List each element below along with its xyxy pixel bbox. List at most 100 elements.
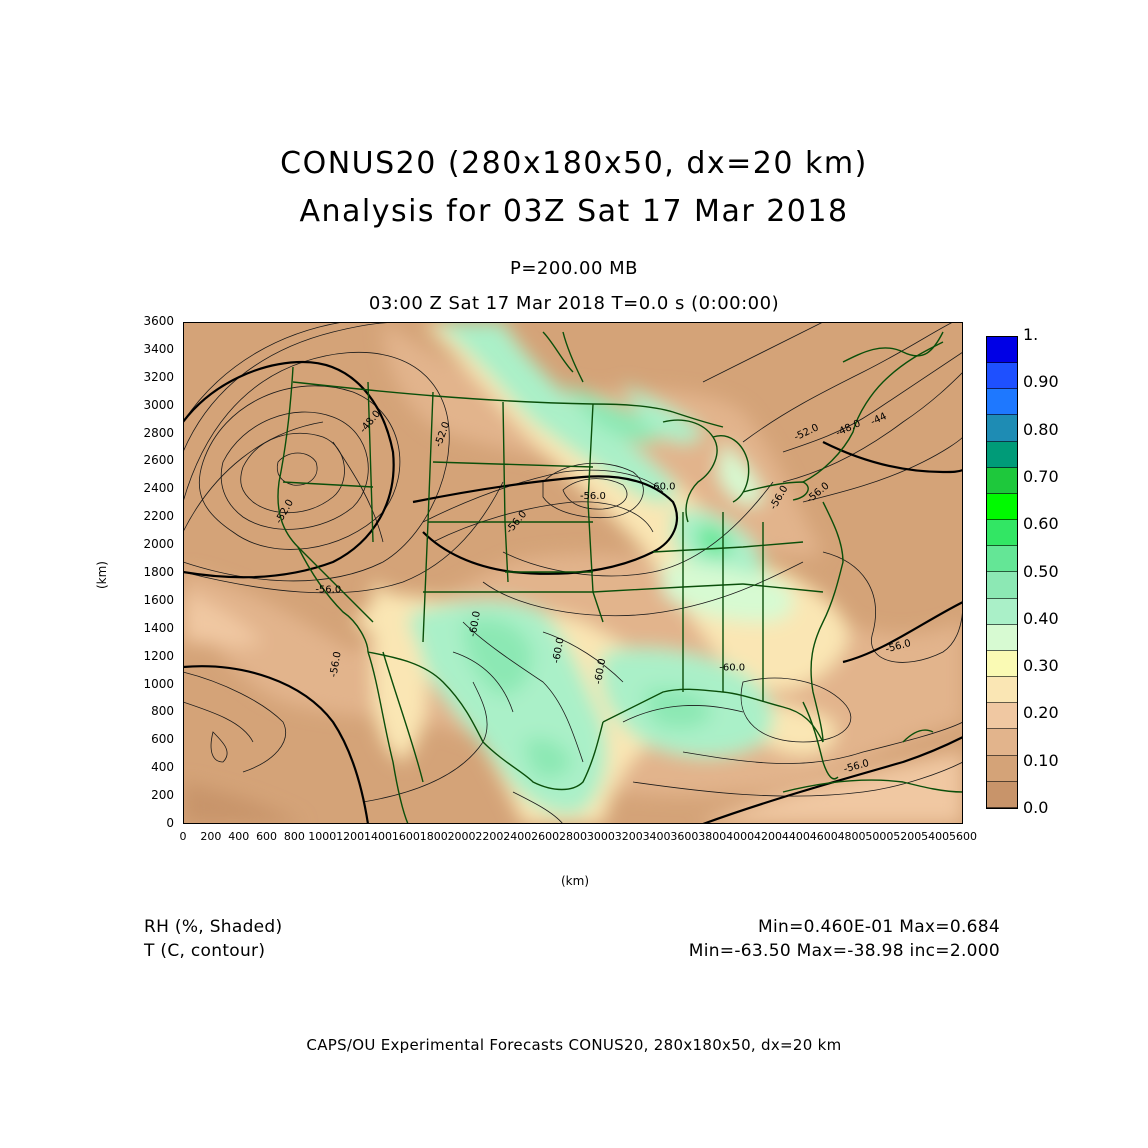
x-tick-label: 4200 [754, 830, 782, 843]
y-tick-label: 2600 [143, 453, 174, 468]
x-tick-label: 200 [200, 830, 222, 843]
y-tick-label: 2200 [143, 509, 174, 524]
y-tick-label: 1000 [143, 676, 174, 691]
x-tick-label: 2200 [475, 830, 504, 843]
title-line2: Analysis for 03Z Sat 17 Mar 2018 [299, 194, 849, 229]
contour-label: -60.0 [593, 658, 608, 685]
x-tick-label: 0 [179, 830, 187, 843]
y-tick-label: 3000 [143, 397, 174, 412]
x-tick-label: 1800 [419, 830, 448, 843]
pressure-level: P=200.00 MB [509, 258, 639, 279]
x-tick-label: 5600 [949, 830, 977, 843]
colorbar-swatch [987, 729, 1017, 756]
y-tick-label: 1200 [143, 648, 174, 663]
y-tick-label: 0 [166, 816, 174, 830]
colorbar-swatch [987, 650, 1017, 678]
colorbar-swatch [987, 363, 1017, 390]
contour-label: -56.0 [328, 651, 343, 678]
rh-colorbar [986, 336, 1018, 809]
colorbar-label: 0.20 [1023, 703, 1059, 723]
colorbar-label: 0.30 [1023, 656, 1059, 676]
y-tick-label: 3400 [143, 341, 174, 356]
colorbar-swatch [987, 781, 1017, 808]
contour-label: -56.0 [580, 491, 606, 502]
colorbar-swatch [987, 572, 1017, 599]
y-axis-label: (km) [95, 560, 110, 590]
y-tick-label: 3600 [143, 314, 174, 328]
valid-time: 03:00 Z Sat 17 Mar 2018 T=0.0 s (0:00:00… [368, 293, 780, 314]
x-tick-label: 3800 [698, 830, 727, 843]
colorbar-swatch [987, 415, 1017, 442]
x-tick-label: 4600 [809, 830, 838, 843]
colorbar-label: 0.80 [1023, 419, 1059, 439]
temperature-contours [183, 322, 963, 824]
y-tick-label: 800 [151, 704, 174, 719]
x-axis-label: (km) [561, 874, 590, 888]
footer-credit: CAPS/OU Experimental Forecasts CONUS20, … [306, 1036, 842, 1054]
colorbar-swatch [987, 467, 1017, 494]
colorbar-label: 0.70 [1023, 466, 1059, 486]
colorbar-swatch [987, 520, 1017, 547]
x-tick-label: 1600 [391, 830, 420, 843]
colorbar-label: 0.0 [1023, 798, 1049, 817]
colorbar-swatch [987, 755, 1017, 782]
bold-contours [183, 360, 963, 824]
x-tick-label: 2000 [447, 830, 476, 843]
x-tick-label: 4800 [837, 830, 866, 843]
colorbar-swatch [987, 389, 1017, 416]
y-tick-label: 600 [151, 732, 174, 747]
y-tick-label: 2000 [143, 537, 174, 552]
geographic-boundaries [277, 331, 963, 824]
x-tick-label: 2800 [559, 830, 587, 843]
colorbar-label: 1. [1023, 325, 1039, 344]
colorbar-swatch [987, 337, 1017, 364]
x-tick-label: 1200 [336, 830, 365, 843]
x-tick-label: 600 [256, 830, 278, 843]
colorbar-swatch [987, 624, 1017, 651]
y-tick-label: 2800 [143, 425, 174, 440]
x-tick-label: 3200 [614, 830, 643, 843]
colorbar-label: 0.60 [1023, 514, 1059, 534]
t-stats: Min=-63.50 Max=-38.98 inc=2.000 [688, 941, 1000, 961]
colorbar-swatch [987, 546, 1017, 573]
contour-label: -60.0 [719, 663, 745, 674]
y-tick-label: 2400 [143, 481, 174, 496]
colorbar-swatch [987, 703, 1017, 730]
contour-label: -60.0 [551, 637, 566, 664]
x-tick-label: 4400 [781, 830, 810, 843]
x-tick-label: 5000 [865, 830, 894, 843]
y-tick-label: 3200 [143, 369, 174, 384]
x-tick-label: 3600 [670, 830, 699, 843]
rh-field-label: RH (%, Shaded) [144, 917, 283, 937]
colorbar-label: 0.10 [1023, 750, 1059, 770]
y-tick-label: 200 [151, 788, 174, 803]
x-tick-label: 800 [283, 830, 305, 843]
rh-shading [183, 322, 963, 824]
x-tick-label: 4000 [726, 830, 755, 843]
title-line1: CONUS20 (280x180x50, dx=20 km) [280, 146, 868, 181]
contour-label: -60.0 [650, 481, 676, 492]
x-tick-label: 1400 [364, 830, 392, 843]
x-tick-label: 2400 [503, 830, 532, 843]
y-tick-label: 1800 [143, 565, 174, 579]
colorbar-swatch [987, 441, 1017, 468]
x-tick-label: 3400 [642, 830, 671, 843]
contour-label: -56.0 [315, 585, 341, 596]
contour-label: -60.0 [468, 610, 483, 637]
colorbar-swatch [987, 598, 1017, 625]
y-tick-label: 1600 [143, 592, 174, 607]
x-tick-label: 1000 [308, 830, 337, 843]
colorbar-swatch [987, 677, 1017, 704]
colorbar-label: 0.40 [1023, 608, 1059, 628]
t-field-label: T (C, contour) [144, 941, 266, 961]
x-tick-label: 2600 [531, 830, 560, 843]
x-tick-label: 400 [228, 830, 250, 843]
y-tick-label: 400 [151, 760, 174, 775]
colorbar-swatch [987, 493, 1017, 521]
rh-stats: Min=0.460E-01 Max=0.684 [758, 917, 1000, 937]
x-tick-label: 3000 [586, 830, 615, 843]
x-tick-label: 5400 [921, 830, 950, 843]
map-frame [183, 322, 963, 824]
colorbar-label: 0.50 [1023, 561, 1059, 581]
y-tick-label: 1400 [143, 620, 174, 635]
